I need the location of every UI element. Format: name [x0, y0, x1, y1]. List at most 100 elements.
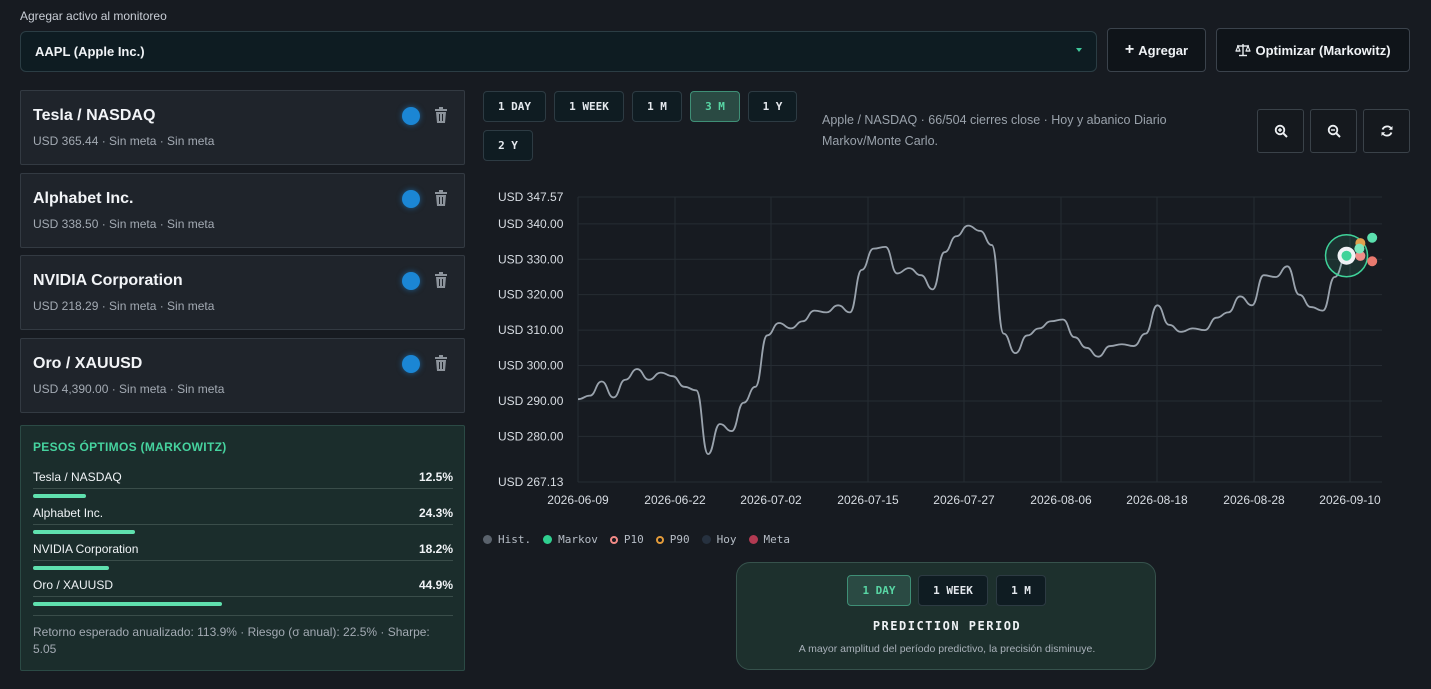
- markov-point: [1354, 243, 1365, 254]
- x-tick-label: 2026-07-15: [837, 493, 899, 507]
- range-1w-button[interactable]: 1 WEEK: [554, 91, 624, 122]
- weight-bar: [33, 602, 222, 606]
- weight-name: Alphabet Inc.: [33, 506, 104, 520]
- trash-icon[interactable]: [431, 188, 451, 208]
- weight-row: Tesla / NASDAQ 12.5%: [33, 470, 453, 506]
- x-tick-label: 2026-07-02: [740, 493, 802, 507]
- optimize-button-label: Optimizar (Markowitz): [1255, 42, 1391, 58]
- legend-item[interactable]: Hist.: [483, 533, 531, 546]
- history-line: [577, 224, 1347, 456]
- zoom-out-icon: [1327, 124, 1341, 138]
- weight-name: NVIDIA Corporation: [33, 542, 139, 556]
- legend-swatch: [655, 535, 664, 544]
- x-tick-label: 2026-06-22: [644, 493, 706, 507]
- weight-pct: 24.3%: [418, 506, 453, 520]
- markowitz-panel: PESOS ÓPTIMOS (MARKOWITZ) Tesla / NASDAQ…: [20, 425, 465, 671]
- monitor-label: Agregar activo al monitoreo: [20, 9, 167, 23]
- p10-point: [1367, 256, 1378, 267]
- asset-meta: USD 365.44 · Sin meta · Sin meta: [33, 134, 215, 148]
- asset-name: NVIDIA Corporation: [33, 272, 183, 289]
- range-1d-button[interactable]: 1 DAY: [483, 91, 546, 122]
- prediction-1w-button[interactable]: 1 WEEK: [918, 575, 988, 606]
- weight-row: NVIDIA Corporation 18.2%: [33, 542, 453, 578]
- asset-color-dot[interactable]: [402, 272, 420, 290]
- legend-swatch: [748, 535, 758, 544]
- range-3m-button[interactable]: 3 M: [690, 91, 740, 122]
- y-tick-label: USD 310.00: [498, 323, 564, 337]
- markowitz-summary: Retorno esperado anualizado: 113.9% · Ri…: [33, 625, 430, 656]
- zoom-in-icon: [1274, 124, 1288, 138]
- legend-label: Hist.: [498, 533, 532, 546]
- legend-item[interactable]: Meta: [748, 533, 791, 546]
- weight-bar: [33, 530, 136, 534]
- asset-name: Alphabet Inc.: [33, 190, 134, 207]
- legend-swatch: [701, 535, 711, 544]
- x-tick-label: 2026-08-18: [1126, 493, 1188, 507]
- zoom-out-button[interactable]: [1310, 109, 1357, 153]
- markov-point: [1367, 232, 1378, 243]
- markowitz-title: PESOS ÓPTIMOS (MARKOWITZ): [33, 440, 227, 454]
- weight-row: Oro / XAUUSD 44.9%: [33, 578, 453, 614]
- weight-pct: 44.9%: [418, 578, 453, 592]
- divider: [33, 488, 453, 489]
- legend-swatch: [483, 535, 492, 544]
- weight-pct: 12.5%: [418, 470, 453, 484]
- asset-color-dot[interactable]: [402, 107, 420, 125]
- chevron-down-icon[interactable]: [1076, 48, 1082, 52]
- x-tick-label: 2026-07-27: [933, 493, 995, 507]
- weight-bar: [33, 566, 110, 570]
- price-chart[interactable]: USD 347.57 USD 340.00 USD 330.00 USD 320.00…: [470, 180, 1410, 520]
- asset-select[interactable]: AAPL (Apple Inc.): [20, 31, 1097, 72]
- trash-icon[interactable]: [431, 105, 451, 125]
- asset-meta: USD 4,390.00 · Sin meta · Sin meta: [33, 382, 225, 396]
- y-tick-label: USD 320.00: [498, 288, 564, 302]
- trash-icon[interactable]: [431, 353, 451, 373]
- range-1m-button[interactable]: 1 M: [632, 91, 682, 122]
- range-1y-button[interactable]: 1 Y: [748, 91, 797, 122]
- prediction-1d-button[interactable]: 1 DAY: [847, 575, 911, 606]
- asset-meta: USD 218.29 · Sin meta · Sin meta: [33, 299, 215, 313]
- legend-item[interactable]: P90: [655, 533, 690, 546]
- asset-meta: USD 338.50 · Sin meta · Sin meta: [33, 217, 215, 231]
- divider: [33, 560, 453, 561]
- legend-item[interactable]: Markov: [543, 533, 598, 546]
- legend-label: P10: [623, 533, 644, 546]
- chart-legend: Hist. Markov P10 P90 Hoy Meta: [483, 533, 802, 546]
- y-tick-label: USD 290.00: [498, 394, 564, 408]
- x-tick-label: 2026-08-28: [1223, 493, 1285, 507]
- asset-card[interactable]: NVIDIA Corporation USD 218.29 · Sin meta…: [20, 255, 465, 330]
- scale-icon: [1235, 44, 1252, 57]
- optimize-button[interactable]: Optimizar (Markowitz): [1216, 28, 1410, 72]
- weight-pct: 18.2%: [418, 542, 453, 556]
- prediction-panel: 1 DAY 1 WEEK 1 M PREDICTION PERIOD A may…: [736, 562, 1156, 670]
- prediction-title: PREDICTION PERIOD: [872, 619, 1022, 633]
- y-tick-label: USD 267.13: [498, 475, 564, 489]
- chart-subtitle: Apple / NASDAQ · 66/504 cierres close · …: [822, 113, 1167, 148]
- asset-card[interactable]: Alphabet Inc. USD 338.50 · Sin meta · Si…: [20, 173, 465, 248]
- legend-label: Meta: [763, 533, 791, 546]
- legend-label: Markov: [558, 533, 598, 546]
- x-tick-label: 2026-09-10: [1319, 493, 1381, 507]
- zoom-in-button[interactable]: [1257, 109, 1304, 153]
- x-tick-label: 2026-08-06: [1030, 493, 1092, 507]
- refresh-button[interactable]: [1363, 109, 1410, 153]
- legend-item[interactable]: Hoy: [701, 533, 737, 546]
- prediction-1m-button[interactable]: 1 M: [996, 575, 1046, 606]
- divider: [33, 524, 453, 525]
- weight-bar: [33, 494, 86, 498]
- divider: [33, 615, 453, 616]
- add-button[interactable]: + Agregar: [1107, 28, 1206, 72]
- range-2y-button[interactable]: 2 Y: [483, 130, 533, 161]
- trash-icon[interactable]: [431, 270, 451, 290]
- asset-name: Oro / XAUUSD: [33, 355, 143, 372]
- y-tick-label: USD 330.00: [498, 252, 564, 266]
- legend-swatch: [543, 535, 553, 544]
- asset-color-dot[interactable]: [402, 190, 420, 208]
- asset-card[interactable]: Tesla / NASDAQ USD 365.44 · Sin meta · S…: [20, 90, 465, 165]
- y-tick-label: USD 300.00: [498, 359, 564, 373]
- prediction-note: A mayor amplitud del período predictivo,…: [798, 643, 1096, 655]
- x-tick-label: 2026-06-09: [547, 493, 609, 507]
- asset-color-dot[interactable]: [402, 355, 420, 373]
- legend-item[interactable]: P10: [609, 533, 644, 546]
- asset-card[interactable]: Oro / XAUUSD USD 4,390.00 · Sin meta · S…: [20, 338, 465, 413]
